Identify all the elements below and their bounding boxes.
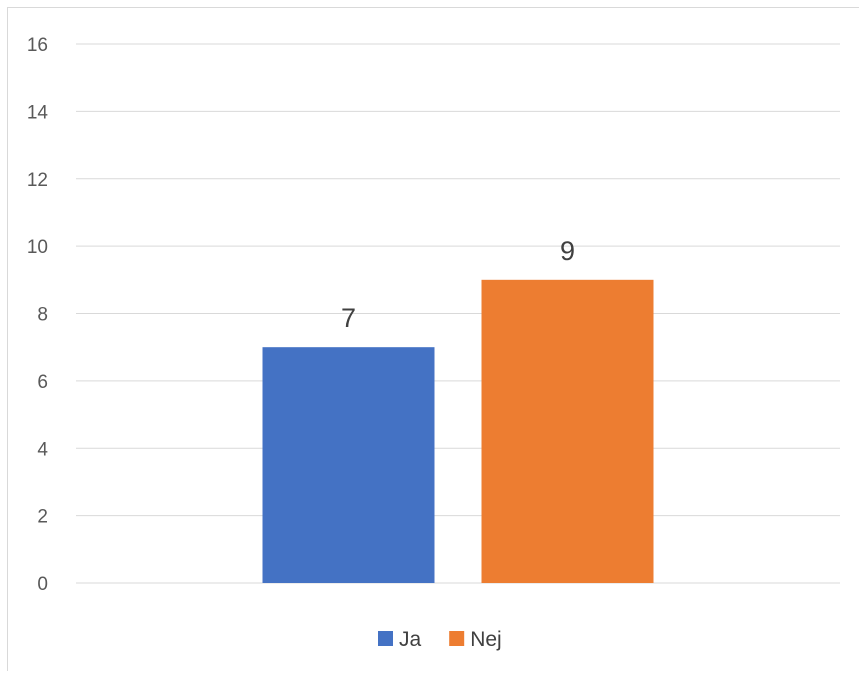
y-tick-label: 4 <box>37 439 48 460</box>
data-labels: 79 <box>341 236 575 333</box>
bar-nej <box>481 279 654 583</box>
legend-label-ja: Ja <box>399 628 422 651</box>
y-tick-label: 0 <box>37 574 48 595</box>
y-tick-label: 16 <box>27 35 48 56</box>
bar-ja <box>262 347 435 583</box>
bars <box>262 279 654 583</box>
legend: Ja Nej <box>378 628 502 651</box>
legend-swatch-nej <box>449 631 465 646</box>
y-tick-label: 6 <box>37 372 48 393</box>
legend-swatch-ja <box>378 631 393 646</box>
y-tick-label: 10 <box>27 237 48 258</box>
legend-label-nej: Nej <box>470 628 502 651</box>
data-label-nej: 9 <box>560 236 575 266</box>
y-tick-label: 8 <box>37 305 48 326</box>
data-label-ja: 7 <box>341 303 356 333</box>
y-tick-label: 2 <box>37 507 48 528</box>
y-tick-label: 14 <box>27 102 49 123</box>
y-axis-tick-labels: 0 2 4 6 8 10 12 14 16 <box>27 35 49 595</box>
chart-frame <box>7 7 859 671</box>
gridlines <box>76 43 840 584</box>
y-tick-label: 12 <box>27 170 48 191</box>
